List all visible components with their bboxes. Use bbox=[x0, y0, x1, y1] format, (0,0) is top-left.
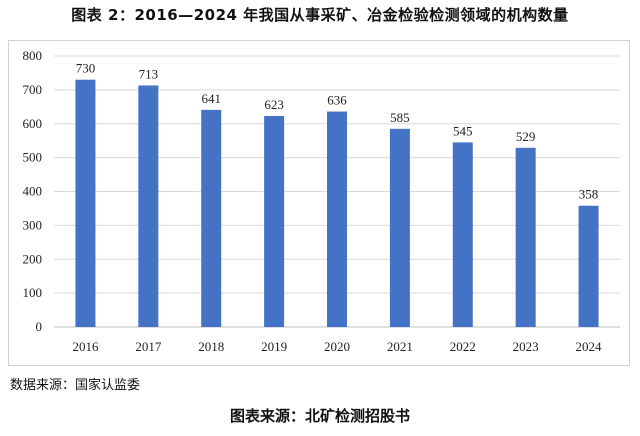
y-tick-label: 500 bbox=[23, 150, 43, 165]
y-tick-label: 200 bbox=[23, 251, 43, 266]
data-label-2020: 636 bbox=[327, 93, 347, 108]
x-tick-label: 2018 bbox=[198, 339, 224, 354]
data-label-2018: 641 bbox=[201, 91, 221, 106]
bar-2021 bbox=[389, 128, 410, 327]
data-source-note: 数据来源：国家认监委 bbox=[10, 378, 141, 393]
data-label-2022: 545 bbox=[453, 123, 473, 138]
bar-2020 bbox=[327, 111, 347, 328]
data-labels: 730 713 641 623 636 585 545 529 358 bbox=[76, 61, 599, 202]
x-tick-label: 2023 bbox=[513, 339, 539, 354]
x-tick-label: 2019 bbox=[261, 339, 287, 354]
y-tick-label: 300 bbox=[23, 217, 43, 232]
chart-source-note: 图表来源：北矿检测招股书 bbox=[229, 407, 410, 425]
data-label-2016: 730 bbox=[76, 61, 96, 76]
data-label-2021: 585 bbox=[390, 110, 410, 125]
y-tick-label: 700 bbox=[23, 82, 43, 97]
bar-chart: 0 100 200 300 400 500 600 700 800 730 713 641 623 63… bbox=[23, 48, 620, 354]
y-tick-label: 0 bbox=[36, 319, 43, 334]
y-tick-label: 600 bbox=[23, 116, 43, 131]
bars bbox=[75, 79, 599, 328]
x-tick-label: 2022 bbox=[450, 339, 476, 354]
bar-2017 bbox=[138, 85, 159, 327]
x-tick-label: 2021 bbox=[387, 339, 413, 354]
data-label-2019: 623 bbox=[264, 97, 284, 112]
x-tick-label: 2017 bbox=[135, 339, 162, 354]
x-tick-label: 2024 bbox=[576, 339, 603, 354]
bar-2019 bbox=[264, 115, 285, 328]
x-tick-label: 2016 bbox=[72, 339, 99, 354]
x-tick-label: 2020 bbox=[324, 339, 350, 354]
bar-2023 bbox=[515, 147, 536, 327]
y-tick-label: 400 bbox=[23, 184, 43, 199]
chart-title: 图表 2：2016—2024 年我国从事采矿、冶金检验检测领域的机构数量 bbox=[71, 6, 569, 24]
data-label-2017: 713 bbox=[139, 66, 159, 81]
bar-2024 bbox=[578, 205, 599, 327]
bar-2022 bbox=[452, 142, 473, 327]
bar-2016 bbox=[75, 79, 96, 328]
y-axis-ticks: 0 100 200 300 400 500 600 700 800 bbox=[23, 48, 43, 334]
data-label-2023: 529 bbox=[516, 129, 536, 144]
bar-2018 bbox=[201, 109, 222, 327]
data-label-2024: 358 bbox=[579, 187, 599, 202]
x-axis-ticks: 2016 2017 2018 2019 2020 2021 2022 2023 2024 bbox=[72, 339, 602, 354]
y-tick-label: 100 bbox=[23, 285, 43, 300]
y-tick-label: 800 bbox=[23, 48, 43, 63]
